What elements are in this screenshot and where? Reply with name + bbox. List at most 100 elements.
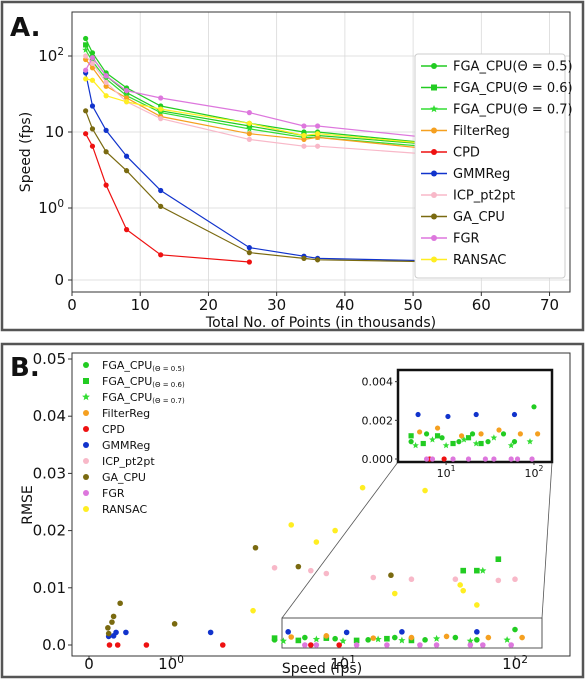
panel-b-data-point — [171, 621, 178, 627]
panel-a-series-line — [85, 78, 557, 156]
panel-a-legend: FGA_CPU(Θ = 0.5) FGA_CPU(Θ = 0.6) FGA_CPU(… — [414, 53, 573, 279]
panel-b-data-point — [117, 600, 123, 607]
panel-b-inset-y-tick-label: 0.002 — [362, 414, 394, 427]
panel-b-legend-label-sub: (Θ = 0.5) — [152, 365, 185, 373]
panel-b-inset-data-point — [496, 427, 502, 433]
panel-b-data-point — [143, 642, 150, 648]
panel-a-legend-marker — [431, 149, 437, 155]
panel-b-legend-label: GA_CPU — [102, 471, 146, 484]
panel-a-data-point — [314, 123, 321, 129]
panel-b-data-point — [466, 637, 474, 645]
panel-b-y-tick-label: 0.04 — [33, 407, 66, 425]
panel-a-data-point — [158, 116, 164, 122]
panel-a-data-point — [246, 250, 252, 256]
panel-b-inset-data-point — [529, 456, 535, 462]
panel-a-data-point — [82, 46, 89, 53]
panel-b-data-point — [312, 635, 320, 643]
panel-b-data-point — [460, 567, 467, 574]
panel-b-inset-data-point — [434, 425, 441, 431]
panel-a-data-point — [123, 168, 130, 174]
panel-a-x-tick-label: 70 — [540, 296, 559, 314]
panel-b-data-point — [302, 634, 308, 641]
panel-b-legend-label: FGA_CPU(Θ = 0.5) — [102, 359, 185, 373]
panel-a-legend-marker — [431, 192, 437, 198]
panel-a-data-point — [89, 60, 96, 66]
panel-b-legend-marker — [83, 378, 89, 384]
panel-a-legend-item: CPD — [421, 146, 480, 161]
panel-b-legend-label-sub: (Θ = 0.7) — [152, 397, 185, 405]
panel-b-legend-label-sub: (Θ = 0.6) — [152, 381, 185, 389]
panel-a-data-point — [314, 134, 321, 140]
panel-b-data-point — [417, 642, 423, 648]
panel-a-series-line — [85, 49, 557, 157]
panel-b-inset-data-point — [415, 411, 421, 418]
panel-a-x-tick-label: 0 — [67, 296, 77, 314]
panel-b-data-point — [288, 522, 295, 528]
panel-a-x-tick-label: 60 — [472, 296, 491, 314]
panel-b-inset-data-point — [473, 411, 479, 418]
panel-b-inset-x-tick-label: 102 — [525, 464, 544, 480]
panel-a-data-point — [246, 109, 252, 116]
panel-b-data-point — [495, 577, 502, 584]
panel-a-x-tick-label: 50 — [404, 296, 423, 314]
panel-a-y-tick-label: 0 — [54, 271, 64, 289]
panel-b-series-group — [105, 484, 525, 648]
panel-b-inset-frame — [396, 368, 554, 464]
panel-a-legend-label: RANSAC — [453, 253, 506, 268]
panel-a-speed-vs-points-chart: A. 0 10 20 30 40 50 60 70 0 100 10 102 Total No. o… — [0, 0, 585, 332]
panel-b-inset-data-point — [478, 440, 484, 447]
panel-b-legend-item: FGR — [83, 487, 125, 500]
panel-b-inset-data-point — [450, 456, 456, 462]
panel-b-series-fga-cpu-theta-0-7 — [279, 566, 511, 645]
panel-b-data-point — [313, 539, 320, 545]
panel-b-inset-data-point — [469, 431, 476, 437]
panel-b-data-point — [279, 637, 287, 645]
panel-b-data-point — [519, 634, 525, 641]
panel-b-data-point — [271, 635, 278, 641]
panel-b-inset-data-point — [408, 433, 414, 439]
panel-b-y-tick-label: 0.0 — [42, 636, 66, 654]
panel-b-legend-label: CPD — [102, 423, 125, 436]
panel-b-data-point — [508, 642, 514, 648]
panel-b-data-point — [288, 634, 295, 640]
panel-b-inset-data-point — [445, 413, 451, 420]
panel-a-legend-label: FilterReg — [453, 124, 510, 139]
panel-b-inset-data-point — [508, 456, 514, 462]
panel-b-x-axis-title: Speed (fps) — [282, 661, 362, 677]
panel-b-legend-marker — [83, 410, 89, 416]
panel-b-data-point — [479, 566, 487, 574]
panel-b-inset-data-point — [465, 435, 472, 441]
panel-b-x-ticks: 0 100 101 102 — [84, 654, 528, 673]
panel-a-legend-label: FGR — [453, 232, 480, 247]
panel-a-legend-item: ICP_pt2pt — [421, 189, 515, 204]
panel-a-legend-marker — [431, 213, 437, 220]
panel-a-data-point — [158, 95, 164, 101]
panel-a-series-line — [85, 55, 557, 163]
panel-b-inset-data-point — [460, 436, 468, 443]
panel-a-data-point — [83, 108, 89, 114]
panel-b-x-tick-label: 100 — [158, 654, 184, 673]
panel-b-data-point — [339, 637, 347, 645]
panel-b-data-point — [384, 642, 390, 648]
panel-a-data-point — [83, 131, 89, 137]
panel-a-series-line — [85, 59, 557, 159]
panel-b-inset-data-point — [531, 404, 537, 410]
panel-b-y-tick-label: 0.03 — [33, 464, 66, 482]
panel-b-data-point — [485, 634, 492, 641]
panel-b-legend-item: FGA_CPU(Θ = 0.5) — [83, 359, 185, 373]
panel-b-inset-data-point — [472, 440, 480, 447]
panel-a-data-point — [301, 255, 307, 261]
panel-a-legend-item: GA_CPU — [421, 210, 505, 225]
panel-b-data-point — [113, 629, 119, 636]
panel-b-inset-data-point — [439, 435, 445, 441]
panel-b-series-ga-cpu — [105, 544, 394, 637]
panel-a-legend-label: CPD — [453, 146, 480, 161]
panel-b-data-point — [302, 642, 308, 648]
panel-b-legend-marker — [83, 474, 89, 480]
panel-a-data-point — [158, 187, 164, 194]
panel-b-inset-data-point — [478, 431, 484, 437]
panel-a-data-point — [246, 125, 253, 132]
panel-b-data-point — [408, 637, 415, 644]
panel-a-data-point — [89, 143, 96, 149]
panel-b-data-point — [474, 567, 480, 574]
